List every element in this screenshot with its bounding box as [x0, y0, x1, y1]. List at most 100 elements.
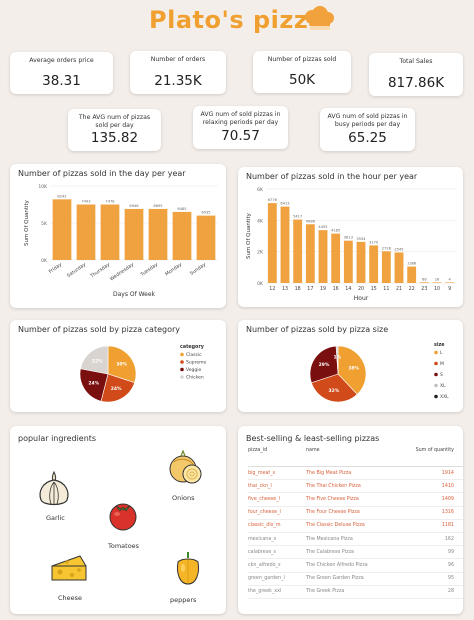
legend-label[interactable]: Classic — [186, 352, 202, 358]
table-row[interactable]: classic_dlx_m The Classic Deluxe Pizza 118… — [248, 520, 463, 533]
table-row[interactable]: five_cheese_l The Five Cheese Pizza 1409 — [248, 493, 463, 507]
data-label: 6485 — [177, 207, 186, 211]
table-cell: The Five Cheese Pizza — [306, 496, 359, 502]
pizza-table: pizza_id name Sum of quantity big_meat_s… — [248, 448, 463, 599]
ingredients-title: popular ingredients — [18, 434, 97, 443]
table-row[interactable]: calabrese_s The Calabrese Pizza 99 — [248, 546, 463, 560]
table-cell: The Green Garden Pizza — [306, 576, 364, 582]
pie-slice[interactable] — [309, 345, 339, 384]
chart-title: Number of pizzas sold in the hour per ye… — [246, 172, 418, 181]
data-label: 4 — [449, 277, 452, 281]
best-least-selling-panel: Best-selling & least-selling pizzas pizz… — [238, 426, 463, 614]
data-label: 4455 — [318, 225, 327, 229]
chart-category-pie: 30% 24% 24% 22% category Classic SupremeVeggie… — [79, 344, 206, 403]
data-label: 4185 — [331, 229, 340, 233]
legend-label[interactable]: S — [440, 372, 443, 378]
table-row[interactable]: thai_ckn_l The Thai Chicken Pizza 1410 — [248, 480, 463, 494]
chart-title: Number of pizzas sold by pizza size — [246, 325, 389, 334]
table-row[interactable]: mexicana_s The Mexicana Pizza 162 — [248, 533, 463, 547]
legend-label[interactable]: XL — [440, 383, 446, 389]
bar[interactable] — [124, 208, 144, 260]
slice-label: 22% — [92, 359, 103, 365]
y-tick-label: 4K — [257, 218, 264, 224]
bar[interactable] — [407, 266, 417, 283]
kpi-label: The AVG num of pizzas sold per day — [78, 114, 151, 129]
column-header[interactable]: name — [306, 448, 320, 453]
x-tick-label: Friday — [48, 262, 63, 275]
bar[interactable] — [419, 282, 429, 283]
kpi-number-of-orders: Number of orders 21.35K — [130, 51, 226, 94]
bar[interactable] — [196, 215, 216, 260]
data-label: 3534 — [356, 237, 366, 241]
pie-slice[interactable] — [337, 345, 367, 395]
onion-icon — [169, 450, 202, 484]
bar[interactable] — [100, 204, 120, 261]
slice-label: 30% — [116, 362, 127, 368]
y-tick-label: 0K — [41, 258, 48, 264]
legend-swatch — [180, 375, 184, 379]
data-label: 5417 — [293, 215, 302, 219]
pie-slice[interactable] — [80, 345, 109, 375]
bar[interactable] — [305, 224, 315, 283]
bar[interactable] — [432, 282, 442, 283]
pie-slice[interactable] — [311, 373, 358, 403]
bar[interactable] — [381, 251, 391, 283]
legend-label[interactable]: Supreme — [186, 360, 206, 366]
table-row[interactable]: ckn_alfredo_s The Chicken Alfredo Pizza 96 — [248, 559, 463, 573]
x-tick-label: 11 — [383, 286, 389, 292]
legend-label[interactable]: L — [440, 350, 443, 356]
bar[interactable] — [280, 206, 290, 283]
legend-swatch — [434, 350, 438, 355]
ingredient-label: Garlic — [46, 514, 65, 522]
column-header[interactable]: Sum of quantity — [415, 448, 454, 453]
bar[interactable] — [445, 282, 455, 283]
pie-slice[interactable] — [100, 373, 136, 403]
bar[interactable] — [148, 208, 168, 260]
x-tick-label: 10 — [434, 286, 440, 292]
cheese-icon — [51, 555, 87, 581]
legend-label[interactable]: M — [440, 361, 444, 367]
y-tick-label: 5K — [41, 221, 48, 227]
legend-label[interactable]: Veggie — [186, 367, 201, 373]
table-cell: 1914 — [441, 470, 454, 476]
bar[interactable] — [267, 203, 277, 283]
bar[interactable] — [318, 230, 328, 283]
x-tick-label: Saturday — [66, 262, 87, 279]
pie-slice[interactable] — [107, 345, 137, 384]
slice-label: 24% — [88, 381, 99, 387]
table-row[interactable]: four_cheese_l The Four Cheese Pizza 1316 — [248, 507, 463, 520]
kpi-value: 70.57 — [221, 128, 260, 144]
table-row[interactable]: big_meat_s The Big Meat Pizza 1914 — [248, 467, 463, 481]
x-tick-label: Monday — [164, 262, 183, 278]
table-header: pizza_id name Sum of quantity — [248, 448, 463, 467]
table-cell: calabrese_s — [248, 549, 277, 555]
bar[interactable] — [356, 241, 366, 283]
table-row[interactable]: the_greek_xxl The Greek Pizza 28 — [248, 586, 463, 599]
bar[interactable] — [52, 199, 72, 260]
pie-slice[interactable] — [79, 368, 109, 402]
bar[interactable] — [394, 252, 404, 283]
column-header[interactable]: pizza_id — [248, 448, 268, 453]
bar[interactable] — [343, 240, 353, 283]
legend-swatch — [434, 372, 438, 377]
kpi-label: Number of pizzas sold — [267, 56, 337, 63]
pepper-icon — [177, 552, 199, 585]
legend-label[interactable]: XXL — [440, 394, 449, 400]
bar[interactable] — [331, 233, 341, 283]
kpi-avg-relaxing-periods: AVG num of sold pizzas in relaxing perio… — [193, 106, 288, 149]
data-label: 7478 — [105, 200, 115, 204]
x-tick-label: 18 — [295, 286, 301, 292]
legend-title: category — [180, 344, 205, 350]
data-label: 6413 — [280, 202, 289, 206]
bar[interactable] — [76, 204, 96, 261]
bar[interactable] — [369, 245, 379, 283]
bar[interactable] — [293, 219, 303, 283]
legend-label[interactable]: Chicken — [186, 375, 204, 381]
table-row[interactable]: green_garden_l The Green Garden Pizza 95 — [248, 573, 463, 586]
bar[interactable] — [172, 211, 192, 260]
x-tick-label: 16 — [333, 286, 339, 292]
table-cell: ckn_alfredo_s — [248, 562, 281, 568]
kpi-value: 50K — [288, 72, 316, 88]
legend-swatch — [434, 394, 438, 399]
legend-swatch — [434, 361, 438, 366]
